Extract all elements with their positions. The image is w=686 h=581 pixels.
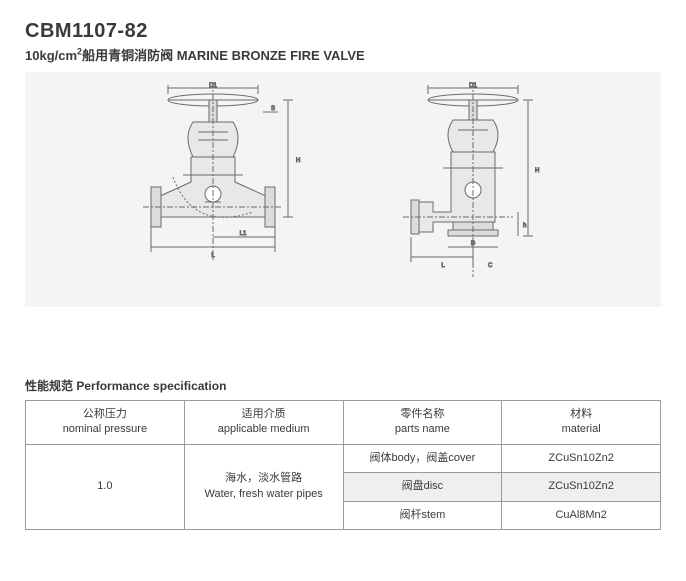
col-cn: 零件名称 (348, 407, 498, 422)
col-pressure: 公称压力 nominal pressure (26, 401, 185, 445)
table-header-row: 公称压力 nominal pressure 适用介质 applicable me… (26, 401, 661, 445)
subtitle-prefix: 10kg/cm (25, 48, 77, 63)
col-medium: 适用介质 applicable medium (184, 401, 343, 445)
col-en: parts name (348, 422, 498, 437)
subtitle-cn: 船用青铜消防阀 (82, 48, 173, 63)
valve-drawing-left: D1 (113, 82, 313, 297)
spec-heading: 性能规范 Performance specification (25, 377, 661, 394)
medium-en: Water, fresh water pipes (189, 487, 339, 502)
svg-text:L1: L1 (240, 231, 247, 237)
col-en: nominal pressure (30, 422, 180, 437)
cell-material: ZCuSn10Zn2 (502, 444, 661, 472)
col-cn: 公称压力 (30, 407, 180, 422)
cell-medium: 海水，淡水管路 Water, fresh water pipes (184, 444, 343, 529)
valve-drawing-right: D1 (373, 82, 573, 297)
col-material: 材料 material (502, 401, 661, 445)
svg-text:S: S (271, 106, 275, 112)
subtitle-en: MARINE BRONZE FIRE VALVE (177, 48, 365, 63)
medium-cn: 海水，淡水管路 (189, 471, 339, 486)
technical-drawing-panel: D1 (25, 72, 661, 307)
col-en: material (506, 422, 656, 437)
product-subtitle: 10kg/cm2船用青铜消防阀 MARINE BRONZE FIRE VALVE (25, 45, 661, 64)
cell-material: ZCuSn10Zn2 (502, 473, 661, 501)
table-row: 1.0 海水，淡水管路 Water, fresh water pipes 阀体b… (26, 444, 661, 472)
cell-part: 阀体body，阀盖cover (343, 444, 502, 472)
col-en: applicable medium (189, 422, 339, 437)
spec-table: 公称压力 nominal pressure 适用介质 applicable me… (25, 400, 661, 530)
svg-text:h: h (523, 223, 526, 229)
svg-text:C: C (488, 263, 493, 269)
col-cn: 材料 (506, 407, 656, 422)
cell-material: CuAl8Mn2 (502, 501, 661, 529)
cell-part: 阀盘disc (343, 473, 502, 501)
svg-text:H: H (296, 158, 300, 164)
svg-text:L: L (441, 263, 445, 269)
col-parts: 零件名称 parts name (343, 401, 502, 445)
svg-text:H: H (535, 168, 539, 174)
spec-heading-en: Performance specification (76, 379, 226, 393)
cell-part: 阀杆stem (343, 501, 502, 529)
cell-pressure: 1.0 (26, 444, 185, 529)
product-code: CBM1107-82 (25, 20, 661, 43)
col-cn: 适用介质 (189, 407, 339, 422)
spec-heading-cn: 性能规范 (25, 379, 73, 393)
